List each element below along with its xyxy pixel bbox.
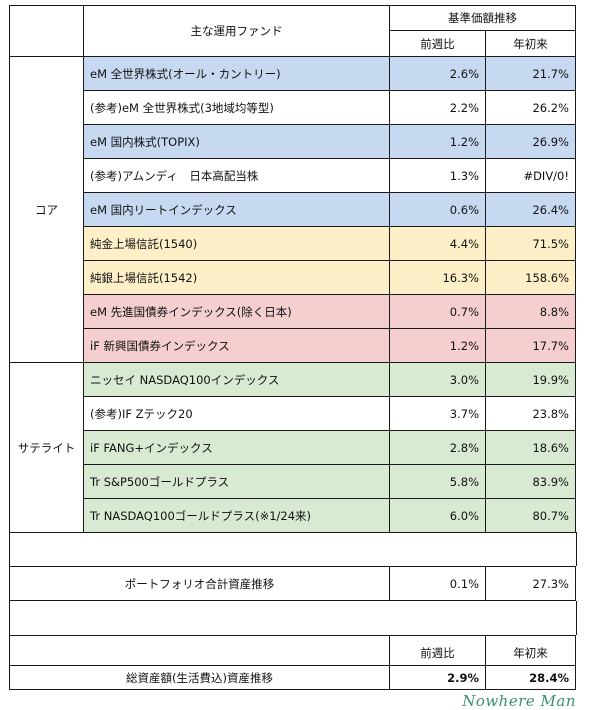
- fund-weekly: 5.8%: [389, 464, 486, 499]
- fund-name: ニッセイ NASDAQ100インデックス: [83, 362, 390, 397]
- gap-frame-1: [9, 532, 577, 566]
- fund-weekly: 16.3%: [389, 260, 486, 295]
- fund-name: Tr S&P500ゴールドプラス: [83, 464, 390, 499]
- fund-weekly: 3.0%: [389, 362, 486, 397]
- total-weekly-header: 前週比: [389, 635, 486, 666]
- portfolio-weekly: 0.1%: [389, 566, 486, 601]
- total-header-blank: [9, 635, 390, 666]
- fund-name: (参考)アムンディ 日本高配当株: [83, 158, 390, 193]
- fund-name: eM 先進国債券インデックス(除く日本): [83, 294, 390, 329]
- fund-weekly: 2.2%: [389, 90, 486, 125]
- portfolio-label: ポートフォリオ合計資産推移: [9, 566, 390, 601]
- fund-name: Tr NASDAQ100ゴールドプラス(※1/24来): [83, 498, 390, 533]
- total-assets-table: 前週比 年初来 総資産額(生活費込)資産推移 2.9% 28.4%: [9, 635, 576, 690]
- fund-ytd: 23.8%: [485, 396, 576, 431]
- fund-weekly: 1.3%: [389, 158, 486, 193]
- gap-frame-2: [9, 601, 577, 635]
- author-signature: Nowhere Man: [462, 692, 576, 710]
- fund-ytd: 158.6%: [485, 260, 576, 295]
- fund-ytd: 26.2%: [485, 90, 576, 125]
- fund-ytd: 71.5%: [485, 226, 576, 261]
- fund-table: 主な運用ファンド 基準価額推移 前週比 年初来 コア eM 全世界株式(オール・…: [9, 5, 576, 533]
- group-satellite: サテライト: [9, 362, 84, 533]
- fund-weekly: 1.2%: [389, 328, 486, 363]
- fund-ytd: #DIV/0!: [485, 158, 576, 193]
- fund-weekly: 3.7%: [389, 396, 486, 431]
- fund-ytd: 19.9%: [485, 362, 576, 397]
- fund-name: eM 全世界株式(オール・カントリー): [83, 56, 390, 91]
- fund-name: (参考)IF Zテック20: [83, 396, 390, 431]
- fund-name: eM 国内リートインデックス: [83, 192, 390, 227]
- fund-name: 純金上場信託(1540): [83, 226, 390, 261]
- fund-name: 純銀上場信託(1542): [83, 260, 390, 295]
- fund-name: iF FANG+インデックス: [83, 430, 390, 465]
- fund-weekly: 0.7%: [389, 294, 486, 329]
- fund-weekly: 4.4%: [389, 226, 486, 261]
- fund-weekly: 2.8%: [389, 430, 486, 465]
- ytd-header: 年初来: [485, 30, 576, 57]
- total-weekly: 2.9%: [389, 665, 486, 690]
- fund-weekly: 2.6%: [389, 56, 486, 91]
- total-ytd: 28.4%: [485, 665, 576, 690]
- group-core: コア: [9, 56, 84, 363]
- total-label: 総資産額(生活費込)資産推移: [9, 665, 390, 690]
- fund-ytd: 8.8%: [485, 294, 576, 329]
- fund-ytd: 17.7%: [485, 328, 576, 363]
- total-ytd-header: 年初来: [485, 635, 576, 666]
- weekly-header: 前週比: [389, 30, 486, 57]
- fund-ytd: 26.4%: [485, 192, 576, 227]
- fund-name: eM 国内株式(TOPIX): [83, 124, 390, 159]
- fund-weekly: 1.2%: [389, 124, 486, 159]
- fund-ytd: 26.9%: [485, 124, 576, 159]
- fund-ytd: 80.7%: [485, 498, 576, 533]
- fund-ytd: 83.9%: [485, 464, 576, 499]
- fund-column-header: 主な運用ファンド: [83, 5, 390, 57]
- fund-name: (参考)eM 全世界株式(3地域均等型): [83, 90, 390, 125]
- header-blank: [9, 5, 84, 57]
- fund-name: iF 新興国債券インデックス: [83, 328, 390, 363]
- fund-weekly: 0.6%: [389, 192, 486, 227]
- portfolio-ytd: 27.3%: [485, 566, 576, 601]
- fund-ytd: 18.6%: [485, 430, 576, 465]
- fund-ytd: 21.7%: [485, 56, 576, 91]
- portfolio-table: ポートフォリオ合計資産推移 0.1% 27.3%: [9, 566, 576, 601]
- fund-weekly: 6.0%: [389, 498, 486, 533]
- price-trend-header: 基準価額推移: [389, 5, 576, 31]
